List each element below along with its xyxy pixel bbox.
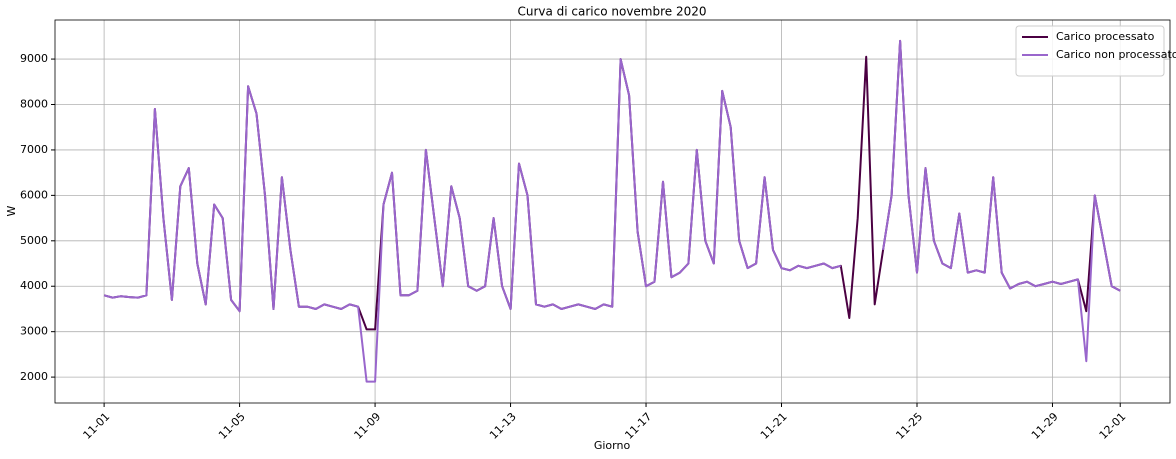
y-tick-label: 5000 bbox=[20, 234, 48, 247]
y-tick-label: 3000 bbox=[20, 325, 48, 338]
legend-label: Carico non processato bbox=[1056, 48, 1176, 61]
series-line bbox=[103, 39, 1121, 383]
y-tick-label: 4000 bbox=[20, 279, 48, 292]
y-tick-label: 2000 bbox=[20, 370, 48, 383]
y-tick-label: 9000 bbox=[20, 52, 48, 65]
legend: Carico processato Carico non processato bbox=[1015, 25, 1176, 77]
plot-frame bbox=[54, 19, 1171, 404]
y-tick-label: 6000 bbox=[20, 188, 48, 201]
legend-box bbox=[1015, 25, 1165, 77]
y-tick-label: 7000 bbox=[20, 143, 48, 156]
legend-label: Carico processato bbox=[1056, 30, 1155, 43]
y-axis-label: W bbox=[5, 205, 18, 216]
x-axis-label: Giorno bbox=[594, 439, 631, 452]
chart-title: Curva di carico novembre 2020 bbox=[517, 5, 706, 19]
y-tick-label: 8000 bbox=[20, 98, 48, 111]
